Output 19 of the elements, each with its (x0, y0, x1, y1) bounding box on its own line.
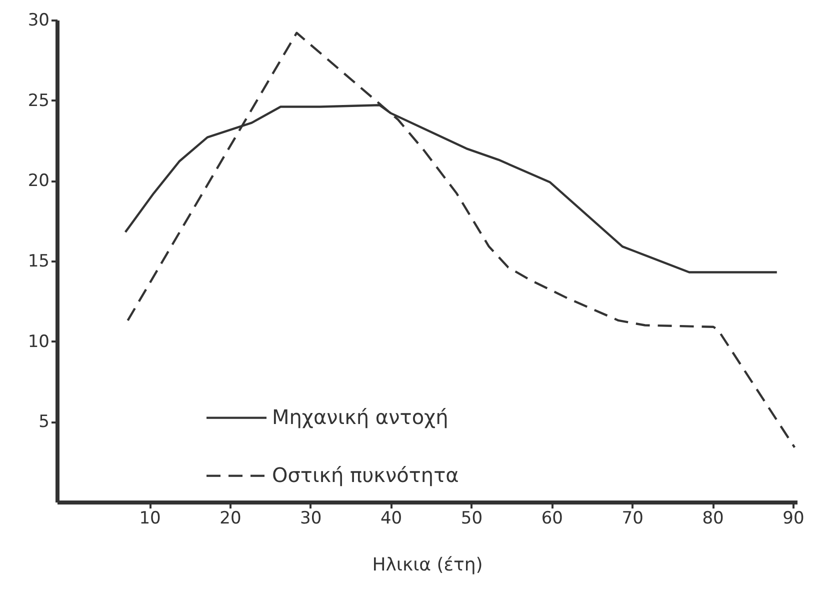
y-tick-label: 10 (28, 332, 50, 352)
y-tick-label: 5 (38, 412, 50, 432)
x-tick-label: 20 (220, 508, 242, 528)
x-tick-label: 50 (460, 508, 483, 528)
legend-label: Μηχανική αντοχή (272, 404, 448, 429)
y-tick-label: 15 (28, 252, 50, 272)
x-tick-label: 10 (139, 508, 161, 528)
x-tick-label: 70 (622, 508, 644, 528)
y-tick-label: 30 (28, 10, 50, 30)
x-tick-label: 40 (380, 508, 402, 528)
x-tick-label: 90 (782, 508, 804, 528)
y-tick-label: 25 (28, 90, 50, 111)
x-tick-label: 30 (300, 508, 322, 528)
y-tick-label: 20 (28, 171, 50, 192)
x-tick-label: 80 (702, 508, 724, 528)
legend-label: Οστική πυκνότητα (272, 462, 459, 487)
x-tick-label: 60 (541, 508, 563, 528)
line-series (126, 32, 796, 448)
x-axis-title: Ηλικια (έτη) (372, 554, 483, 576)
